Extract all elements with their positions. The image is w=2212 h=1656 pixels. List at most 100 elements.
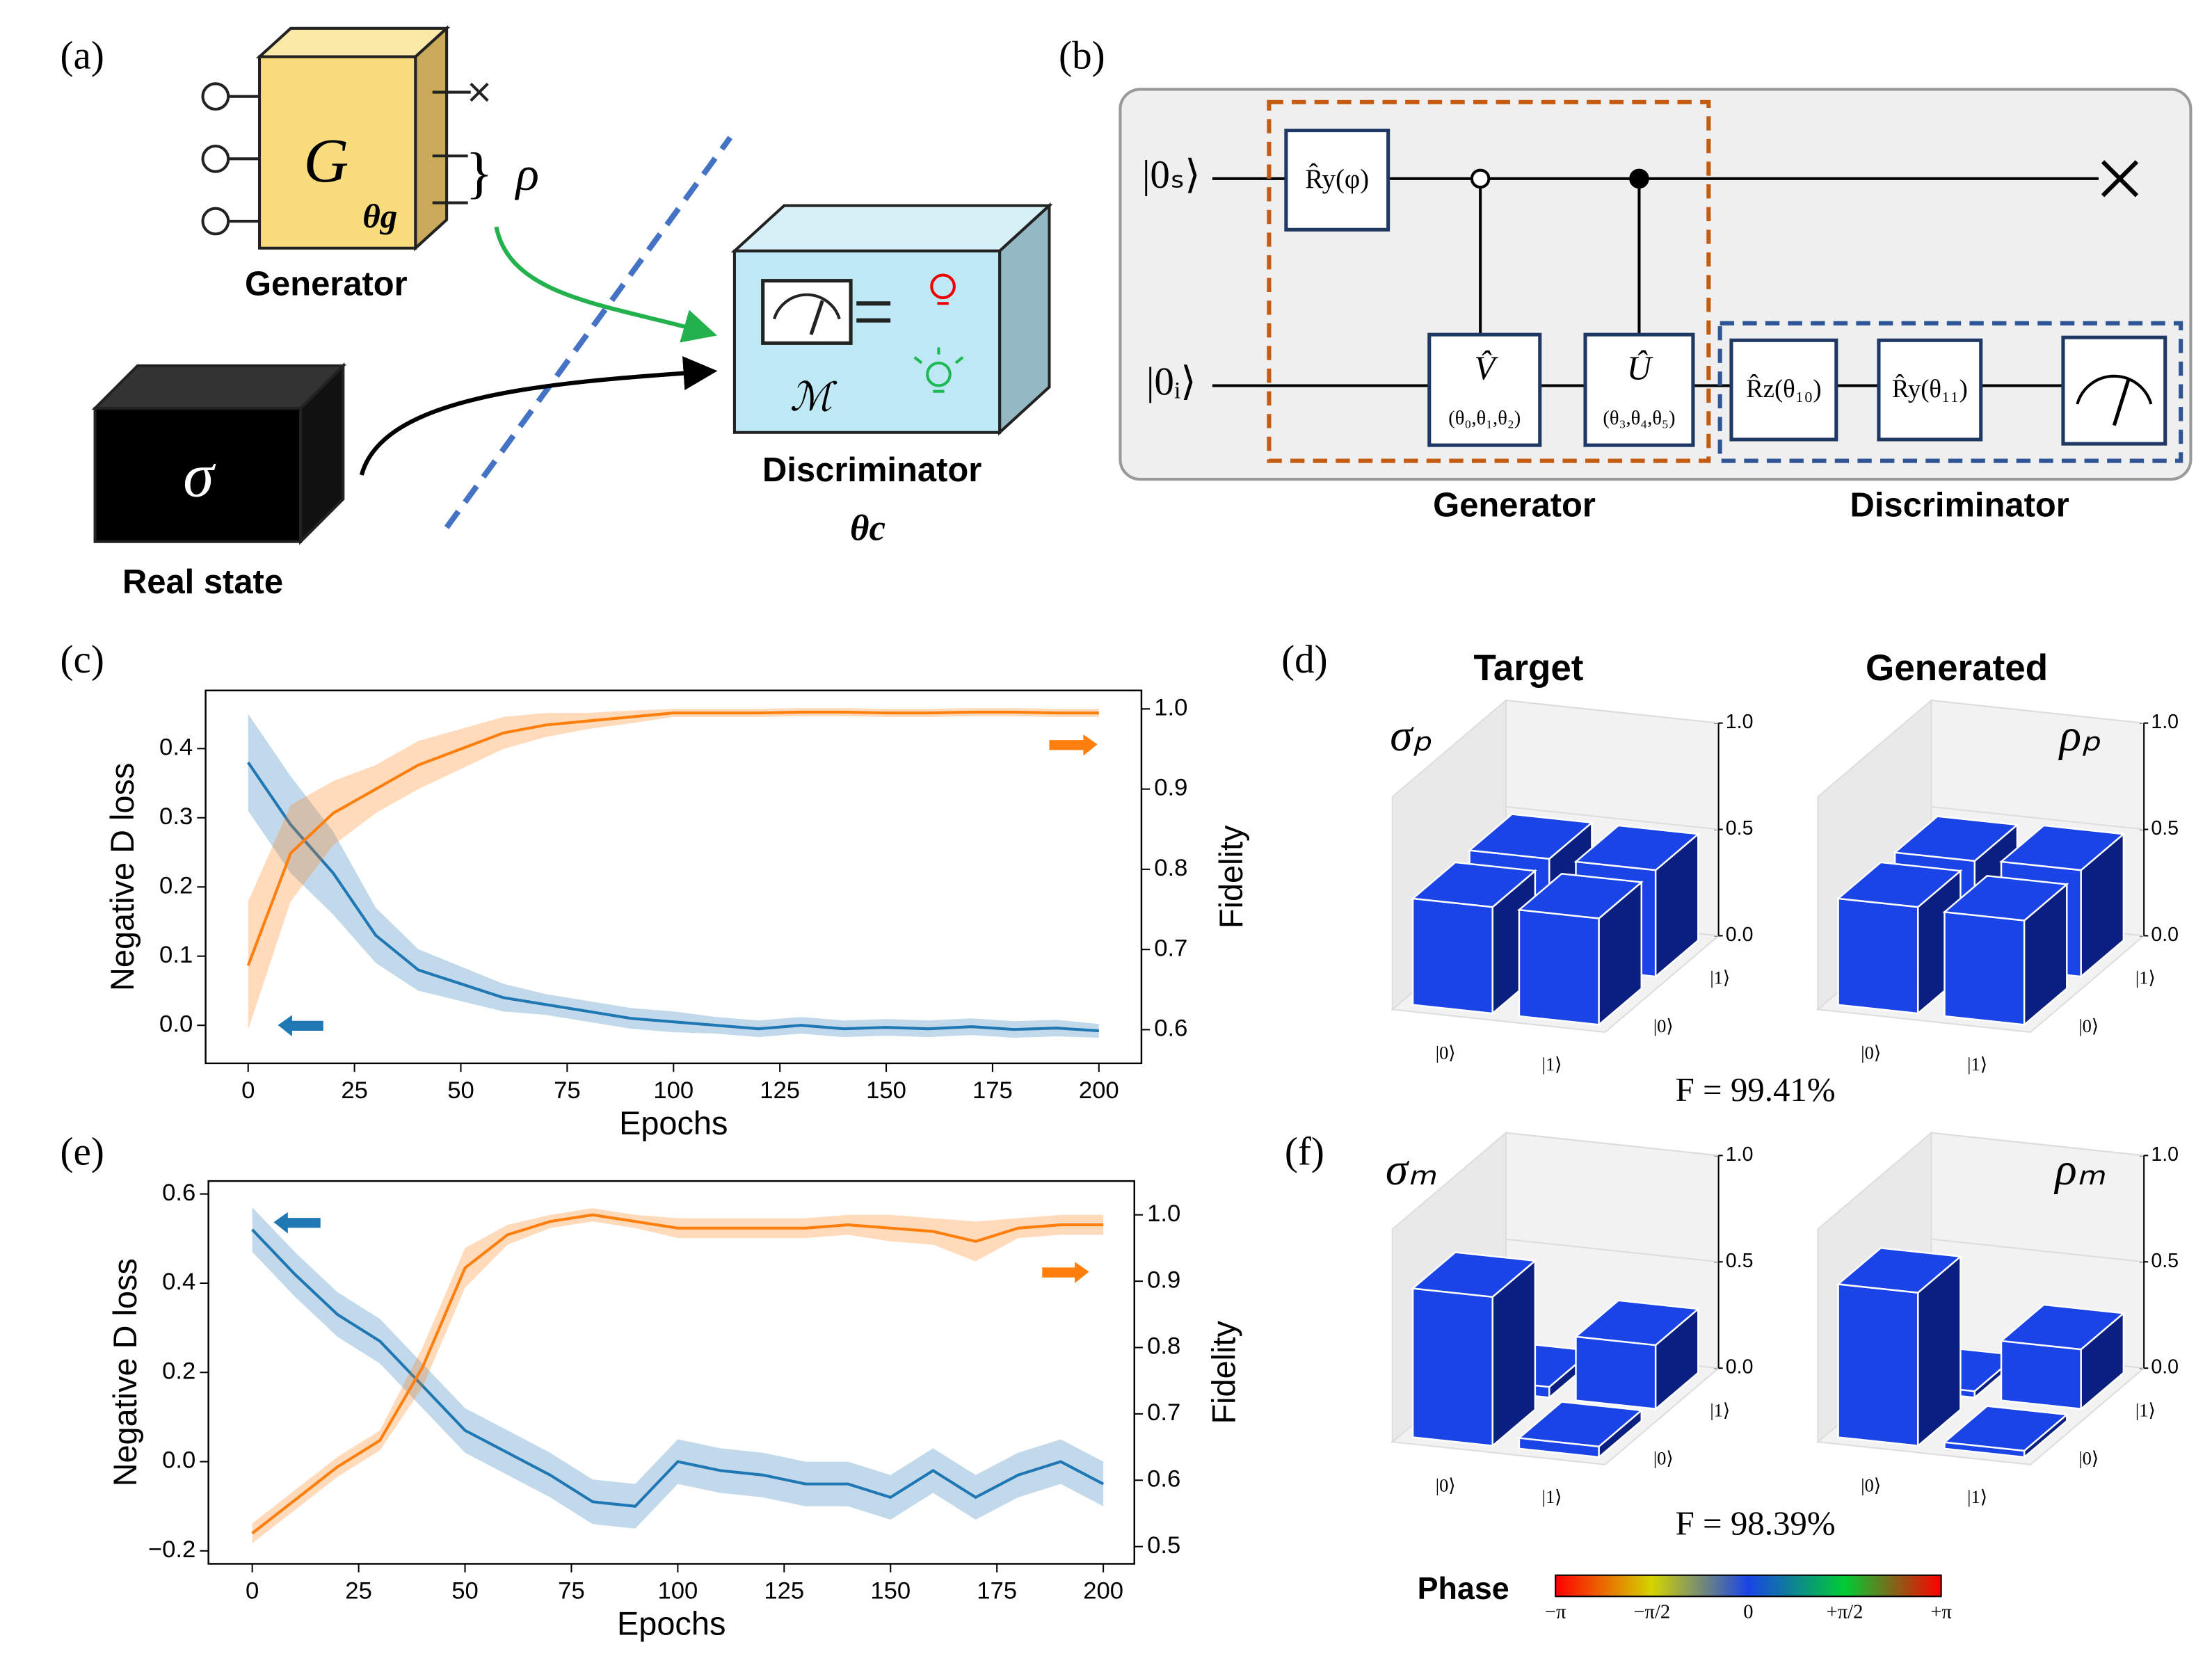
grid-line: [1505, 1132, 1719, 1157]
direction-arrows: [273, 734, 1098, 1283]
bar: [1999, 1303, 2126, 1411]
x-tick-label: 125: [764, 1577, 804, 1604]
y2-tick-label: 0.6: [1147, 1465, 1180, 1492]
y-axis-label: Negative D loss: [104, 763, 141, 991]
x-tick-label: 125: [760, 1077, 800, 1104]
bar: [1411, 861, 1537, 1015]
y2-tick-label: 0.7: [1147, 1399, 1180, 1426]
bar-top: [1516, 1401, 1644, 1448]
colorbar-tick: 0: [1743, 1601, 1753, 1623]
confidence-band: [248, 708, 1099, 1030]
gate-params: (θ₀,θ₁,θ₂): [1448, 408, 1521, 429]
z-tick-label: 1.0: [1726, 711, 1754, 733]
bar: [1942, 875, 2069, 1027]
colorbar-tick: −π/2: [1633, 1601, 1670, 1623]
generator-label: Generator: [245, 266, 408, 303]
discriminator-label: Discriminator: [762, 451, 981, 489]
x-tick-label: 175: [977, 1577, 1017, 1604]
x-tick-label: 150: [866, 1077, 906, 1104]
y-tick-label: 0.2: [159, 872, 193, 899]
y2-tick-label: 0.9: [1154, 775, 1187, 801]
bar-front: [1837, 1283, 1919, 1447]
colorbar-tick: +π/2: [1827, 1601, 1864, 1623]
line: [251, 1213, 1104, 1535]
brace: }: [465, 141, 492, 204]
x-tick-label: |1⟩: [1967, 1054, 1987, 1075]
z-tick-label: 1.0: [2151, 711, 2179, 733]
gate-label: Û: [1627, 348, 1653, 387]
x-tick-label: 0: [246, 1577, 259, 1604]
z-tick-label: 1.0: [2151, 1143, 2179, 1166]
z-tick-label: 0.0: [2151, 924, 2179, 946]
grid-line: [1931, 1238, 2145, 1263]
y-tick-label: |0⟩: [2078, 1015, 2099, 1036]
y-tick-label: |1⟩: [1710, 967, 1730, 988]
y-tick-label: 0.0: [162, 1447, 195, 1474]
y-tick-label: |0⟩: [1653, 1448, 1674, 1469]
z-tick-label: 0.5: [1726, 817, 1754, 839]
bar-top: [1516, 872, 1644, 919]
generator-label: Generator: [1433, 487, 1596, 524]
bar: [1411, 1251, 1537, 1448]
bar-front: [2000, 1340, 2082, 1410]
x-tick-label: 200: [1079, 1077, 1119, 1104]
line: [247, 762, 1099, 1033]
y-tick-label: |0⟩: [2078, 1448, 2099, 1469]
bar-top: [1999, 824, 2126, 871]
qubit-label: |0ₛ⟩: [1142, 153, 1201, 197]
y2-tick-label: 0.5: [1147, 1532, 1180, 1559]
gate-label: R̂y(φ): [1305, 163, 1369, 194]
y-tick-label: 0.4: [162, 1269, 195, 1295]
y-tick-label: 0.4: [159, 734, 193, 760]
generator-symbol: G: [303, 127, 348, 195]
x-tick-label: 200: [1083, 1577, 1123, 1604]
y2-axis-label: Fidelity: [1213, 825, 1249, 929]
bar-top: [1573, 824, 1701, 871]
z-tick-label: 0.0: [2151, 1356, 2179, 1378]
panel-label: (b): [1059, 34, 1105, 78]
x-tick-label: |0⟩: [1436, 1043, 1456, 1063]
x-tick-label: 100: [653, 1077, 694, 1104]
real-symbol: σ: [183, 442, 216, 511]
grid-line: [1931, 805, 2145, 830]
panel-label: (a): [61, 34, 104, 78]
qubit-label: |0ᵢ⟩: [1146, 360, 1196, 404]
bar-front: [1837, 897, 1919, 1015]
z-tick-label: 0.5: [2151, 817, 2179, 839]
bar-top: [1942, 1405, 2069, 1452]
x-tick-label: 175: [972, 1077, 1013, 1104]
gate-params: (θ₃,θ₄,θ₅): [1603, 408, 1675, 429]
gate-label: V̂: [1474, 348, 1498, 387]
bar-top: [1942, 875, 2069, 922]
x-tick-label: 75: [558, 1577, 585, 1604]
bar-front: [1411, 897, 1493, 1015]
colorbar: [1555, 1574, 1942, 1598]
x-tick-label: |1⟩: [1542, 1054, 1562, 1075]
column-title: Target: [1473, 648, 1583, 689]
chart-title: σₘ: [1386, 1145, 1436, 1195]
y2-tick-label: 0.6: [1154, 1015, 1187, 1042]
y2-tick-label: 0.9: [1147, 1267, 1180, 1293]
x-tick-label: 25: [341, 1077, 368, 1104]
x-tick-label: |0⟩: [1861, 1043, 1881, 1063]
diagram-b: [1119, 88, 2193, 481]
y-tick-label: |1⟩: [2135, 1399, 2156, 1420]
panel-label: (f): [1285, 1130, 1324, 1173]
colorbar-tick: −π: [1545, 1601, 1566, 1623]
chart-title: σₚ: [1390, 711, 1432, 761]
discriminator-param: θc: [850, 508, 885, 549]
y2-tick-label: 1.0: [1154, 694, 1187, 721]
x-axis-label: Epochs: [617, 1606, 726, 1642]
y2-tick-label: 0.7: [1154, 935, 1187, 961]
grid-line: [1505, 805, 1719, 830]
bar: [1573, 1299, 1701, 1411]
generator-param: θg: [362, 197, 397, 235]
x-tick-label: 100: [657, 1577, 698, 1604]
x-tick-label: 50: [451, 1577, 479, 1604]
y-tick-label: 0.2: [162, 1358, 195, 1384]
confidence-band: [252, 1208, 1104, 1543]
x-tick-label: 75: [554, 1077, 581, 1104]
bar: [1942, 1405, 2069, 1459]
bar-top: [1573, 1299, 1701, 1346]
gate-label: R̂z(θ₁₀): [1746, 374, 1821, 403]
